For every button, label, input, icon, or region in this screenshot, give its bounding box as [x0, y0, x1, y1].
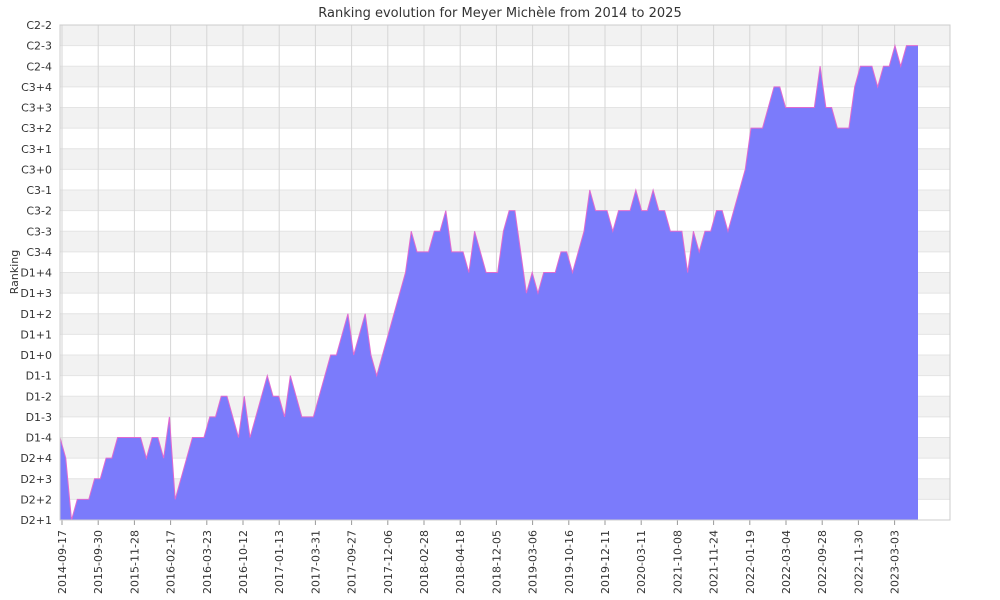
- x-tick-label: 2017-03-31: [309, 530, 322, 594]
- chart-title: Ranking evolution for Meyer Michèle from…: [318, 6, 681, 21]
- x-tick-label: 2019-10-16: [563, 530, 576, 594]
- y-tick-label: C3+2: [21, 122, 52, 135]
- y-tick-label: D1-4: [26, 432, 52, 445]
- x-tick-label: 2023-03-03: [889, 530, 902, 594]
- ranking-series: [59, 43, 918, 521]
- ranking-line: [59, 43, 918, 521]
- x-tick-label: 2018-02-28: [418, 530, 431, 594]
- y-tick-label: C2-3: [26, 40, 52, 53]
- y-tick-label: C2-4: [26, 60, 52, 73]
- row-band: [60, 190, 950, 211]
- y-tick-label: D2+1: [20, 514, 52, 527]
- y-axis-label: Ranking: [8, 250, 21, 295]
- row-band: [60, 210, 950, 232]
- ranking-area: [60, 45, 918, 520]
- x-tick-label: 2016-02-17: [165, 530, 178, 594]
- x-tick-label: 2017-12-06: [382, 530, 395, 594]
- x-tick-label: 2016-03-23: [201, 530, 214, 594]
- row-band: [60, 148, 950, 170]
- row-band: [60, 128, 950, 149]
- y-tick-label: C3+1: [21, 143, 52, 156]
- x-tick-label: 2014-09-17: [56, 530, 69, 594]
- row-band: [60, 25, 950, 46]
- row-band: [60, 169, 950, 190]
- x-tick-label: 2022-03-04: [780, 530, 793, 594]
- y-tick-label: C2-2: [26, 19, 52, 32]
- y-tick-label: D1-1: [26, 370, 52, 383]
- x-tick-label: 2017-09-27: [346, 530, 359, 594]
- y-tick-label: D1+4: [20, 267, 52, 280]
- x-tick-label: 2015-09-30: [92, 530, 105, 594]
- y-tick-label: C3-3: [26, 225, 52, 238]
- y-tick-label: D1+2: [20, 308, 52, 321]
- x-tick-label: 2019-12-11: [599, 530, 612, 594]
- y-tick-label: D1+1: [20, 328, 52, 341]
- x-tick-label: 2018-12-05: [490, 530, 503, 594]
- x-tick-label: 2022-01-19: [744, 530, 757, 594]
- x-tick-label: 2019-03-06: [527, 530, 540, 594]
- x-tick-label: 2016-10-12: [237, 530, 250, 594]
- y-tick-label: C3-4: [26, 246, 52, 259]
- y-tick-label: C3-1: [26, 184, 52, 197]
- y-tick-label: D2+4: [20, 452, 52, 465]
- y-tick-label: D1+0: [20, 349, 52, 362]
- y-tick-label: C3+0: [21, 163, 52, 176]
- x-tick-label: 2015-11-28: [128, 530, 141, 594]
- y-tick-label: C3+4: [21, 81, 52, 94]
- y-tick-label: D1-3: [26, 411, 52, 424]
- y-tick-label: D1+3: [20, 287, 52, 300]
- x-tick-label: 2021-11-24: [708, 530, 721, 594]
- x-tick-label: 2018-04-18: [454, 530, 467, 594]
- y-tick-label: D2+2: [20, 493, 52, 506]
- x-tick-label: 2017-01-13: [273, 530, 286, 594]
- x-axis-ticks: 2014-09-17 2015-09-30 2015-11-28 2016-02-17…: [56, 520, 902, 594]
- y-tick-label: C3+3: [21, 102, 52, 115]
- row-band: [60, 66, 950, 87]
- y-tick-label: D1-2: [26, 390, 52, 403]
- y-axis-ticks: D2+1 D2+2 D2+3 D2+4 D1-4 D1-3 D1-2 D1-1 D1+0 D1+1…: [20, 19, 52, 527]
- row-band: [60, 45, 950, 67]
- row-band: [60, 107, 950, 129]
- y-tick-label: C3-2: [26, 205, 52, 218]
- x-tick-label: 2022-11-30: [852, 530, 865, 594]
- row-band: [60, 86, 950, 108]
- x-tick-label: 2020-03-11: [635, 530, 648, 594]
- y-tick-label: D2+3: [20, 473, 52, 486]
- x-tick-label: 2022-09-28: [816, 530, 829, 594]
- x-tick-label: 2021-10-08: [671, 530, 684, 594]
- plot-frame: [59, 24, 951, 521]
